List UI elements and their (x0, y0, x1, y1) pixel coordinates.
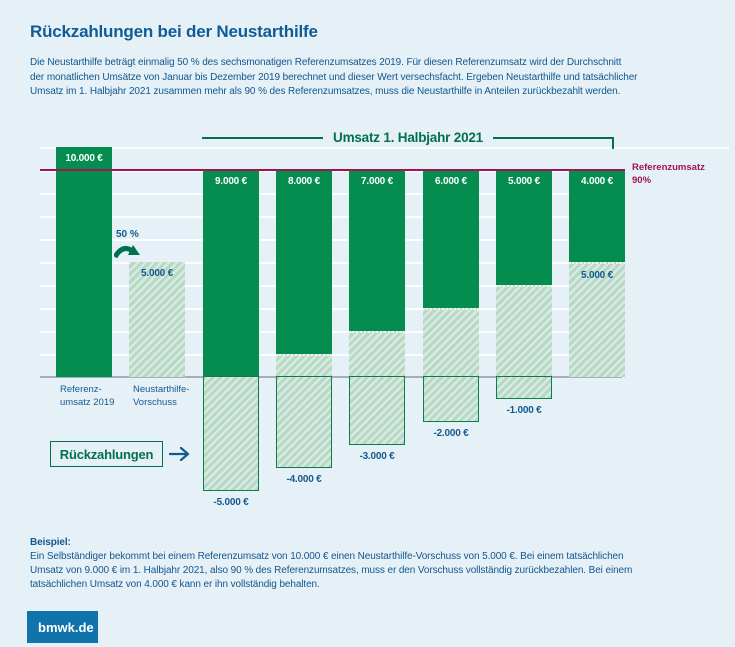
bar-segment-neustarthilfe (496, 285, 552, 377)
repayment-box-umsatz-6000 (423, 376, 479, 422)
bar-segment-neustarthilfe: 5.000 € (569, 262, 625, 377)
repayment-box-umsatz-9000 (203, 376, 259, 491)
repayment-box-umsatz-7000 (349, 376, 405, 445)
example-text: Ein Selbständiger bekommt bei einem Refe… (30, 551, 633, 590)
bar-value-label: 6.000 € (435, 176, 467, 187)
bar-axis-label-neustarthilfe-vorschuss: Neustarthilfe- Vorschuss (133, 384, 190, 408)
bar-hatch-label: 5.000 € (141, 268, 173, 279)
bar-segment-umsatz: 8.000 € (276, 170, 332, 354)
bar-value-label: 7.000 € (361, 176, 393, 187)
bar-segment-umsatz: 7.000 € (349, 170, 405, 331)
repayments-label: Rückzahlungen (59, 446, 154, 462)
repayment-label: -1.000 € (506, 405, 542, 416)
bar-umsatz-7000: 7.000 € (349, 170, 405, 377)
page-title: Rückzahlungen bei der Neustarthilfe (30, 22, 318, 41)
bar-axis-label-referenzumsatz-2019: Referenz- umsatz 2019 (60, 384, 115, 408)
chart-group-title: Umsatz 1. Halbjahr 2021 (202, 130, 615, 145)
bar-hatch-label: 5.000 € (581, 270, 613, 281)
bar-value-label: 10.000 € (65, 153, 103, 164)
fifty-percent-label: 50 % (116, 229, 139, 240)
bar-value-label: 5.000 € (508, 176, 540, 187)
bar-segment-umsatz: 6.000 € (423, 170, 479, 308)
repayment-label: -2.000 € (433, 428, 469, 439)
right-arrow-icon (169, 447, 190, 461)
bar-segment-umsatz: 5.000 € (496, 170, 552, 285)
bar-segment-neustarthilfe: 5.000 € (129, 262, 185, 377)
bar-umsatz-5000: 5.000 € (496, 170, 552, 377)
intro-text: Die Neustarthilfe beträgt einmalig 50 % … (30, 57, 638, 97)
reference-line (40, 169, 625, 171)
repayment-label: -4.000 € (286, 474, 322, 485)
bar-umsatz-8000: 8.000 € (276, 170, 332, 377)
curved-arrow-icon (114, 245, 140, 259)
repayment-box-umsatz-8000 (276, 376, 332, 468)
bar-umsatz-9000: 9.000 € (203, 170, 259, 377)
bar-segment-umsatz: 4.000 € (569, 170, 625, 262)
bar-segment-neustarthilfe (276, 354, 332, 377)
bar-segment-neustarthilfe (423, 308, 479, 377)
bar-value-label: 9.000 € (215, 176, 247, 187)
bar-umsatz-6000: 6.000 € (423, 170, 479, 377)
reference-line-label: Referenzumsatz 90% (632, 162, 705, 186)
example-heading: Beispiel: (30, 537, 71, 548)
repayment-label: -5.000 € (213, 497, 249, 508)
bar-umsatz-4000: 4.000 € 5.000 € (569, 170, 625, 377)
bar-segment-neustarthilfe (349, 331, 405, 377)
repayments-legend: Rückzahlungen (50, 441, 163, 467)
gridline (40, 147, 729, 149)
example-block: Beispiel: Ein Selbständiger bekommt bei … (30, 536, 632, 592)
bar-segment-umsatz: 10.000 € (56, 147, 112, 377)
group-title-text: Umsatz 1. Halbjahr 2021 (333, 130, 483, 145)
repayment-label: -3.000 € (359, 451, 395, 462)
bar-neustarthilfe-vorschuss: 5.000 € (129, 262, 185, 377)
bar-segment-umsatz: 9.000 € (203, 170, 259, 377)
group-title-end-tick (612, 139, 614, 149)
bmwk-logo: bmwk.de (27, 611, 98, 643)
group-title-line-left (202, 136, 324, 139)
group-title-line-right (493, 136, 615, 139)
bmwk-logo-text: bmwk.de (38, 619, 94, 635)
bar-referenzumsatz-2019: 10.000 € (56, 147, 112, 377)
repayment-box-umsatz-5000 (496, 376, 552, 399)
bar-value-label: 4.000 € (581, 176, 613, 187)
bar-value-label: 8.000 € (288, 176, 320, 187)
